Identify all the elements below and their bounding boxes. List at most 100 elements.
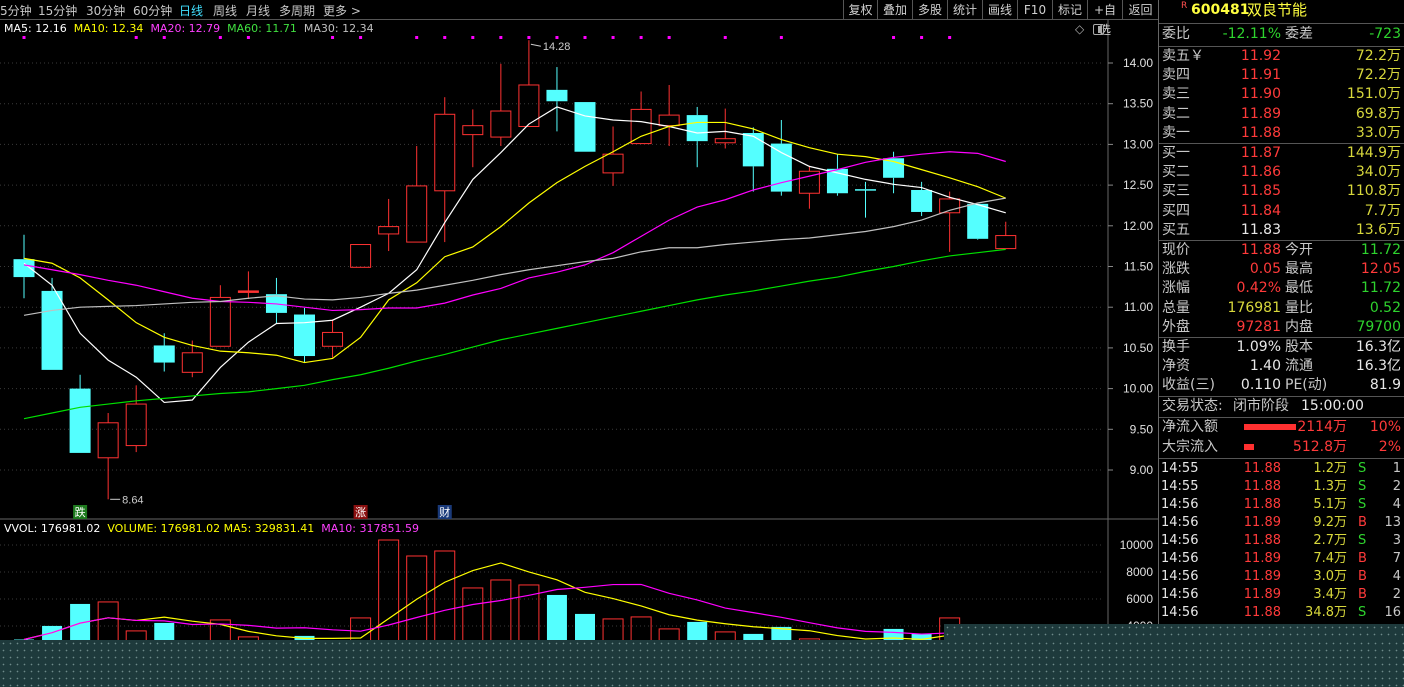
period-tab[interactable]: 60分钟 <box>133 4 173 18</box>
volume-tick-label: 6000 <box>1126 592 1153 606</box>
period-tab[interactable]: 15分钟 <box>38 4 78 18</box>
candle[interactable] <box>714 108 736 149</box>
stat-label: 今开 <box>1285 242 1313 258</box>
candle[interactable] <box>69 374 91 453</box>
period-tab[interactable]: 周线 <box>213 4 238 18</box>
event-tag[interactable] <box>437 505 452 519</box>
order-level-label: 卖五￥ <box>1162 48 1204 64</box>
panel-toggle-icon[interactable] <box>1093 24 1104 35</box>
tick-price: 11.88 <box>1243 533 1281 548</box>
candle[interactable] <box>911 181 933 217</box>
candle[interactable] <box>125 385 147 453</box>
candle[interactable] <box>322 319 344 358</box>
dotted-overlay <box>0 640 1404 687</box>
candle-body <box>490 110 512 138</box>
candle[interactable] <box>378 198 400 252</box>
candle-body <box>237 290 259 293</box>
candle[interactable] <box>798 166 820 209</box>
candle[interactable] <box>462 109 484 168</box>
tick-time: 14:56 <box>1161 569 1199 584</box>
order-volume: 144.9万 <box>1346 145 1401 161</box>
tick-volume: 9.2万 <box>1313 515 1347 530</box>
candle[interactable] <box>546 67 568 132</box>
toolbar-button[interactable]: 标记 <box>1052 0 1087 20</box>
toolbar-button[interactable]: 多股 <box>912 0 947 20</box>
candle[interactable] <box>41 277 63 370</box>
toolbar-button[interactable]: 画线 <box>982 0 1017 20</box>
candle[interactable] <box>294 308 315 363</box>
tick-price: 11.88 <box>1243 605 1281 620</box>
toolbar-button[interactable]: F10 <box>1017 0 1052 20</box>
order-volume: 7.7万 <box>1364 202 1401 219</box>
period-tab[interactable]: 更多 > <box>323 4 361 18</box>
candle[interactable] <box>658 84 680 147</box>
candle[interactable] <box>742 127 764 192</box>
trade-status-row: 交易状态: 闭市阶段 15:00:00 <box>1159 397 1404 416</box>
candle[interactable] <box>826 154 848 196</box>
margin-badge: R <box>1181 1 1188 11</box>
toolbar-button[interactable]: 统计 <box>947 0 982 20</box>
candle-body <box>322 331 344 347</box>
period-tab[interactable]: 日线 <box>179 4 204 18</box>
candle[interactable] <box>574 102 596 152</box>
candle[interactable] <box>434 97 456 243</box>
stat-value: 97281 <box>1236 318 1281 335</box>
tick-side: B <box>1358 551 1367 566</box>
candle[interactable] <box>97 413 119 500</box>
candle[interactable] <box>995 221 1017 250</box>
candle-body <box>434 113 456 192</box>
price-tick-label: 11.50 <box>1124 260 1153 274</box>
candle[interactable] <box>265 277 287 324</box>
signal-marker <box>134 36 138 39</box>
kline-chart[interactable]: 14.00 13.50 13.00 12.50 12.00 11.50 11.00 10.50… <box>0 0 1158 687</box>
candle[interactable] <box>967 203 989 240</box>
trade-status-value: 闭市阶段 <box>1233 398 1289 414</box>
toolbar-button[interactable]: +自选 <box>1087 0 1122 37</box>
candle[interactable] <box>686 106 708 168</box>
toolbar-button[interactable]: 叠加 <box>877 0 912 20</box>
toolbar-button[interactable]: 复权 <box>843 0 877 20</box>
toolbar-button[interactable]: 返回 <box>1122 0 1158 20</box>
stat-value: 0.52 <box>1369 299 1401 316</box>
candle[interactable] <box>855 181 876 218</box>
stat-label: 现价 <box>1162 242 1190 258</box>
flow-row: 净流入额 2114万 10% <box>1159 418 1404 437</box>
flow-amount: 2114万 <box>1297 419 1347 435</box>
candle[interactable] <box>153 333 175 372</box>
tick-row: 14:55 11.88 1.2万 S 1 <box>1159 460 1404 478</box>
stock-name: 双良节能 <box>1247 1 1308 19</box>
order-level-label: 卖二 <box>1162 105 1190 122</box>
tick-volume: 7.4万 <box>1313 551 1347 566</box>
candle[interactable] <box>602 126 624 186</box>
candle[interactable] <box>518 40 540 127</box>
weibi-value: -12.11% <box>1222 26 1281 42</box>
candle[interactable] <box>939 191 961 252</box>
event-tag[interactable] <box>353 505 368 519</box>
price-tick-label: 9.00 <box>1130 463 1154 477</box>
tick-volume: 3.0万 <box>1313 569 1347 584</box>
stat-value: 1.09% <box>1236 339 1281 355</box>
tick-time: 14:55 <box>1161 461 1199 476</box>
candle[interactable] <box>209 285 231 347</box>
period-tab[interactable]: 30分钟 <box>86 4 126 18</box>
candle[interactable] <box>406 146 428 243</box>
candle[interactable] <box>181 340 203 378</box>
period-tab[interactable]: 月线 <box>246 4 271 18</box>
candle[interactable] <box>490 63 512 147</box>
stat-value: 16.3亿 <box>1355 358 1401 375</box>
candle[interactable] <box>350 244 372 268</box>
extreme-price-label: 14.28 <box>543 41 571 53</box>
stat-label: PE(动) <box>1285 377 1328 394</box>
volume-bar <box>462 587 484 687</box>
candle[interactable] <box>13 234 35 299</box>
diamond-icon[interactable]: ◇ <box>1075 22 1085 36</box>
tick-price: 11.89 <box>1243 551 1281 566</box>
candle[interactable] <box>237 271 259 300</box>
signal-marker <box>415 36 419 39</box>
tick-volume: 3.4万 <box>1313 587 1347 602</box>
event-tag[interactable] <box>73 505 88 519</box>
candle[interactable] <box>630 91 652 145</box>
period-tab[interactable]: 5分钟 <box>0 4 32 18</box>
period-tab[interactable]: 多周期 <box>279 4 316 18</box>
candle-body <box>125 403 147 447</box>
